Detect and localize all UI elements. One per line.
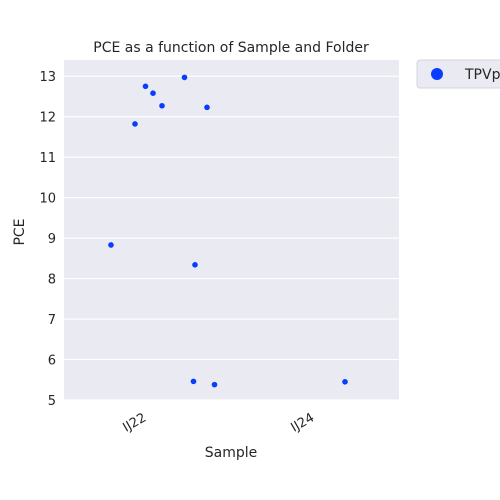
plot-background xyxy=(64,60,399,400)
legend: TPVp xyxy=(416,59,500,89)
data-points xyxy=(108,74,348,388)
data-point-8 xyxy=(204,104,210,111)
y-axis-label: PCE xyxy=(12,218,28,245)
x-tick-ij24: IJ24 xyxy=(289,410,317,435)
data-point-2 xyxy=(142,83,149,90)
y-tick-9: 9 xyxy=(48,232,56,247)
data-point-7 xyxy=(190,378,197,385)
x-axis-label: Sample xyxy=(205,445,258,461)
data-point-3 xyxy=(150,90,156,96)
y-tick-5: 5 xyxy=(48,394,56,409)
x-tick-ij22: IJ22 xyxy=(121,410,149,435)
legend-marker xyxy=(431,68,443,80)
y-tick-6: 6 xyxy=(48,354,56,369)
data-point-4 xyxy=(159,102,165,109)
y-tick-13: 13 xyxy=(39,70,56,85)
x-tick-labels: IJ22 IJ24 xyxy=(121,410,317,435)
legend-box xyxy=(416,59,500,89)
data-point-9 xyxy=(211,381,218,388)
data-point-6 xyxy=(192,262,198,268)
data-point-5 xyxy=(181,74,188,81)
data-point-1 xyxy=(132,121,138,127)
y-tick-7: 7 xyxy=(48,313,56,328)
data-point-0 xyxy=(108,242,114,248)
y-tick-8: 8 xyxy=(48,273,56,288)
y-tick-12: 12 xyxy=(39,111,56,126)
chart-title: PCE as a function of Sample and Folder xyxy=(93,40,369,56)
grid xyxy=(64,75,399,401)
y-tick-labels: 5 6 7 8 9 10 11 12 13 xyxy=(39,70,56,409)
legend-label-tpvp: TPVp xyxy=(464,67,500,83)
y-tick-10: 10 xyxy=(39,192,56,207)
data-point-10 xyxy=(342,378,348,385)
y-tick-11: 11 xyxy=(39,151,56,166)
